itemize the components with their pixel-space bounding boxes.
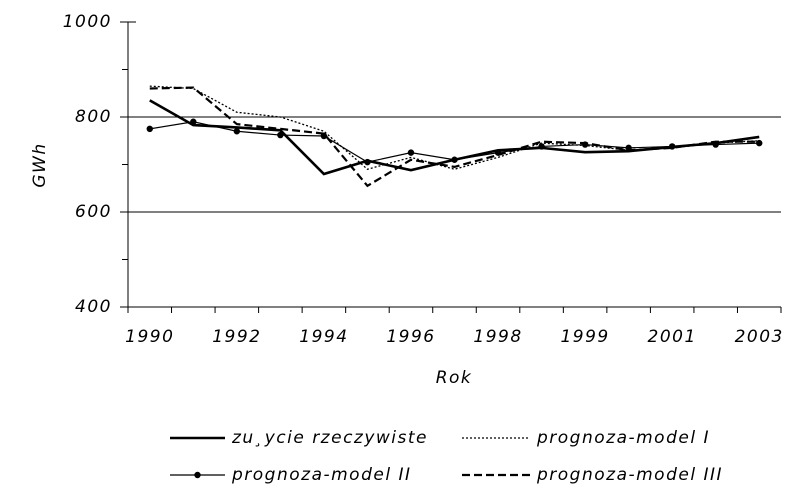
x-tick-label: 1999 xyxy=(560,327,609,347)
point xyxy=(277,131,284,139)
legend-label: zu¸ycie rzeczywiste xyxy=(231,428,428,448)
y-tick-label: 800 xyxy=(75,107,112,127)
x-tick-label: 1998 xyxy=(473,327,522,347)
point xyxy=(407,149,415,156)
point xyxy=(146,125,153,133)
point xyxy=(233,128,241,135)
x-tick-label: 2001 xyxy=(648,327,697,347)
legend-marker xyxy=(194,471,201,479)
legend-label: prognoza-model II xyxy=(231,465,412,485)
legend-label: prognoza-model III xyxy=(536,465,723,485)
x-tick-label: 1996 xyxy=(386,327,435,347)
point xyxy=(451,156,458,163)
series-line xyxy=(149,86,760,188)
x-tick-label: 1994 xyxy=(299,327,348,347)
series-line xyxy=(149,99,760,176)
y-axis-label: GWh xyxy=(30,142,50,187)
y-tick-label: 600 xyxy=(75,202,112,222)
point xyxy=(538,143,545,150)
x-tick-label: 1990 xyxy=(125,327,174,347)
point xyxy=(756,139,763,147)
y-tick-label: 400 xyxy=(75,297,112,317)
point xyxy=(190,118,197,125)
legend-label: prognoza-model I xyxy=(536,428,710,448)
point xyxy=(364,158,371,166)
x-axis-label: Rok xyxy=(436,368,473,388)
x-tick-label: 1992 xyxy=(212,327,261,347)
y-tick-label: 1000 xyxy=(63,12,112,32)
x-tick-label: 2003 xyxy=(735,327,784,347)
